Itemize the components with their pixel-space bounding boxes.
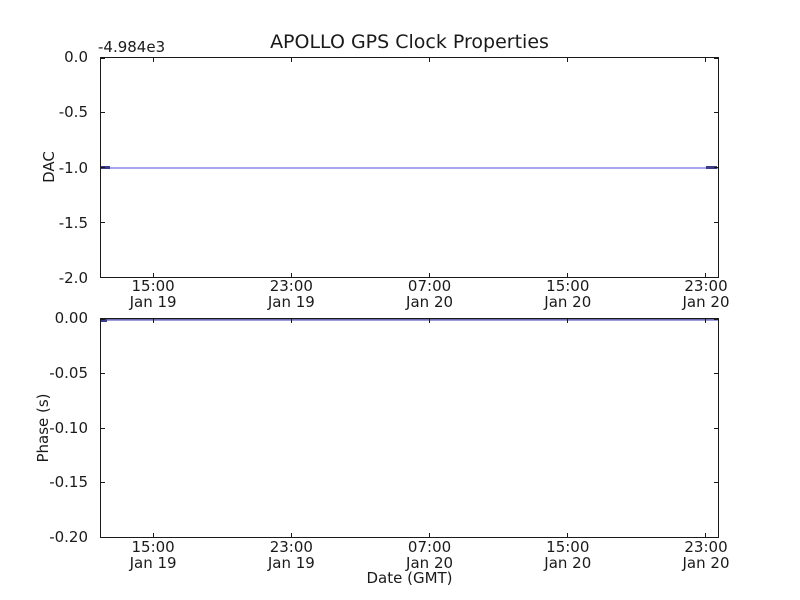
dac-x-tick-labels: 15:00 Jan 19 23:00 Jan 19 07:00 Jan 20 1… [100, 278, 730, 312]
x-tick-label: 15:00 Jan 20 [544, 539, 591, 571]
phase-plot-area [100, 318, 719, 538]
tick-mark [566, 533, 568, 537]
y-tick-label: -2.0 [58, 269, 88, 287]
tick-mark [714, 276, 718, 278]
dac-series-line-right-endpoint [706, 166, 717, 169]
x-tick-label: 15:00 Jan 19 [130, 539, 177, 571]
tick-mark [153, 58, 155, 62]
x-tick-label: 23:00 Jan 20 [683, 539, 730, 571]
y-tick-label: -0.05 [49, 363, 88, 382]
tick-mark [291, 273, 293, 277]
tick-mark [714, 482, 718, 483]
tick-mark [153, 533, 155, 537]
tick-mark [101, 221, 105, 223]
phase-series-line-left-endpoint [101, 319, 107, 322]
phase-x-tick-labels: 15:00 Jan 19 23:00 Jan 19 07:00 Jan 20 1… [100, 539, 730, 573]
dac-series-line [101, 166, 718, 169]
x-tick-label: 23:00 Jan 19 [268, 278, 315, 310]
y-tick-label: -0.10 [49, 418, 88, 437]
tick-mark [101, 276, 105, 278]
dac-series-line-left-endpoint [101, 166, 110, 169]
dac-plot-area [100, 57, 719, 278]
x-tick-label: 15:00 Jan 19 [130, 278, 177, 310]
tick-mark [101, 427, 105, 429]
y-tick-label: -1.5 [58, 213, 88, 232]
y-axis-offset-label: -4.984e3 [98, 38, 166, 56]
tick-mark [291, 319, 293, 323]
tick-mark [704, 319, 706, 323]
x-tick-time: 07:00 [407, 538, 452, 556]
x-tick-date: Jan 20 [544, 554, 592, 572]
x-tick-time: 23:00 [684, 277, 728, 295]
tick-mark [291, 533, 293, 537]
x-tick-date: Jan 20 [406, 554, 454, 572]
tick-mark [428, 273, 430, 277]
x-tick-date: Jan 19 [129, 554, 177, 572]
x-tick-time: 07:00 [407, 277, 452, 295]
tick-mark [153, 273, 155, 277]
tick-mark [101, 373, 105, 374]
x-tick-label: 15:00 Jan 20 [544, 278, 591, 310]
phase-series-line [101, 319, 718, 321]
tick-mark [566, 273, 568, 277]
x-tick-label: 07:00 Jan 20 [406, 539, 453, 571]
tick-mark [101, 167, 105, 168]
x-tick-date: Jan 20 [682, 554, 730, 572]
x-tick-time: 15:00 [546, 538, 590, 556]
x-tick-label: 23:00 Jan 20 [683, 278, 730, 310]
x-tick-time: 15:00 [131, 538, 175, 556]
x-axis-label: Date (GMT) [366, 569, 453, 587]
y-tick-label: -0.5 [58, 103, 88, 122]
x-tick-date: Jan 19 [129, 293, 177, 311]
x-tick-label: 23:00 Jan 19 [268, 539, 315, 571]
tick-mark [101, 57, 105, 59]
x-tick-time: 23:00 [269, 277, 313, 295]
y-tick-label: 0.00 [54, 309, 88, 327]
tick-mark [566, 319, 568, 323]
phase-y-tick-labels: 0.00 -0.05 -0.10 -0.15 -0.20 [0, 309, 94, 546]
x-tick-time: 15:00 [546, 277, 590, 295]
tick-mark [714, 427, 718, 429]
x-tick-date: Jan 19 [267, 293, 315, 311]
chart-title: APOLLO GPS Clock Properties [270, 31, 549, 53]
tick-mark [714, 221, 718, 223]
tick-mark [714, 112, 718, 114]
tick-mark [153, 319, 155, 323]
tick-mark [428, 533, 430, 537]
tick-mark [714, 57, 718, 59]
tick-mark [714, 536, 718, 538]
x-tick-label: 07:00 Jan 20 [406, 278, 453, 310]
x-tick-time: 23:00 [269, 538, 313, 556]
tick-mark [704, 58, 706, 62]
tick-mark [566, 58, 568, 62]
tick-mark [101, 482, 105, 483]
tick-mark [714, 167, 718, 168]
dac-y-tick-labels: 0.0 -0.5 -1.0 -1.5 -2.0 [0, 48, 94, 287]
tick-mark [714, 373, 718, 374]
tick-mark [291, 58, 293, 62]
x-tick-time: 23:00 [684, 538, 728, 556]
tick-mark [101, 536, 105, 538]
x-tick-date: Jan 20 [406, 293, 454, 311]
y-tick-label: -0.20 [49, 528, 88, 546]
y-tick-label: -0.15 [49, 473, 88, 492]
x-tick-time: 15:00 [131, 277, 175, 295]
x-tick-date: Jan 20 [682, 293, 730, 311]
y-tick-label: 0.0 [64, 48, 88, 66]
tick-mark [101, 112, 105, 114]
tick-mark [704, 533, 706, 537]
tick-mark [714, 318, 718, 320]
tick-mark [704, 273, 706, 277]
tick-mark [101, 318, 105, 320]
x-tick-date: Jan 20 [544, 293, 592, 311]
tick-mark [428, 319, 430, 323]
tick-mark [428, 58, 430, 62]
y-tick-label: -1.0 [58, 158, 88, 177]
x-tick-date: Jan 19 [267, 554, 315, 572]
